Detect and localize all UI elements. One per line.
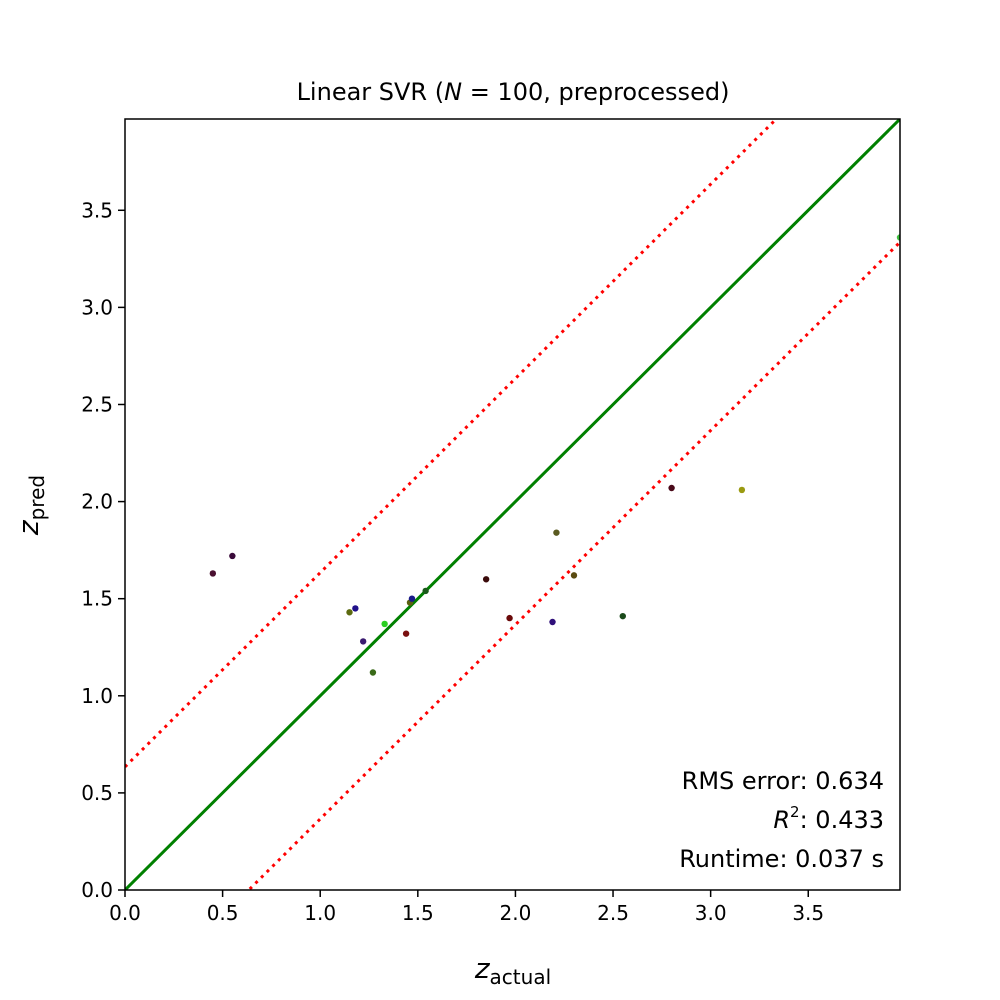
data-point [359, 638, 367, 645]
data-point [619, 612, 626, 620]
data-point [422, 587, 429, 595]
y-tick-label: 1.0 [81, 684, 113, 708]
reference-line-identity [125, 119, 900, 890]
x-tick-label: 3.0 [695, 901, 727, 925]
data-point [506, 614, 513, 622]
y-tick-label: 2.5 [81, 392, 113, 416]
x-tick-label: 3.5 [792, 901, 824, 925]
data-point [896, 234, 900, 241]
data-point [346, 609, 353, 616]
x-tick-label: 0.5 [207, 901, 239, 925]
axes-frame [124, 118, 901, 891]
x-tick-label: 1.5 [402, 901, 434, 925]
y-tick-label: 3.0 [81, 295, 113, 319]
data-point [381, 620, 388, 628]
data-point [352, 605, 359, 612]
data-point [570, 572, 578, 579]
x-tick-label: 2.0 [500, 901, 532, 925]
data-point [668, 484, 675, 492]
reference-line-lower-bound [246, 241, 900, 890]
y-axis-label: zpred [12, 475, 49, 536]
x-axis-label: zactual [474, 952, 551, 989]
data-point [408, 595, 416, 602]
x-axis-ticks: 0.0 0.5 1.0 1.5 2.0 2.5 3.0 3.5 [109, 890, 824, 925]
reference-line-upper-bound [125, 119, 779, 768]
rms-error-annotation: RMS error: 0.634 [682, 767, 884, 795]
data-point [738, 486, 746, 494]
y-tick-label: 2.0 [81, 490, 113, 514]
data-point [549, 618, 556, 626]
data-point [209, 570, 217, 577]
runtime-annotation: Runtime: 0.037 s [679, 845, 884, 873]
data-point [482, 576, 490, 583]
x-tick-label: 0.0 [109, 901, 141, 925]
data-point [553, 529, 560, 536]
chart-title: Linear SVR (N = 100, preprocessed) [297, 78, 730, 106]
data-point [229, 552, 236, 560]
data-point [402, 630, 410, 637]
data-points [209, 234, 900, 676]
data-point [369, 669, 377, 676]
y-tick-label: 1.5 [81, 587, 113, 611]
y-tick-label: 0.5 [81, 781, 113, 805]
x-tick-label: 2.5 [597, 901, 629, 925]
y-tick-label: 0.0 [81, 878, 113, 902]
y-axis-ticks: 0.0 0.5 1.0 1.5 2.0 2.5 3.0 3.5 [81, 198, 125, 902]
x-tick-label: 1.0 [304, 901, 336, 925]
reference-lines [125, 119, 900, 890]
y-tick-label: 3.5 [81, 198, 113, 222]
r2-annotation: R2: 0.433 [773, 803, 884, 834]
